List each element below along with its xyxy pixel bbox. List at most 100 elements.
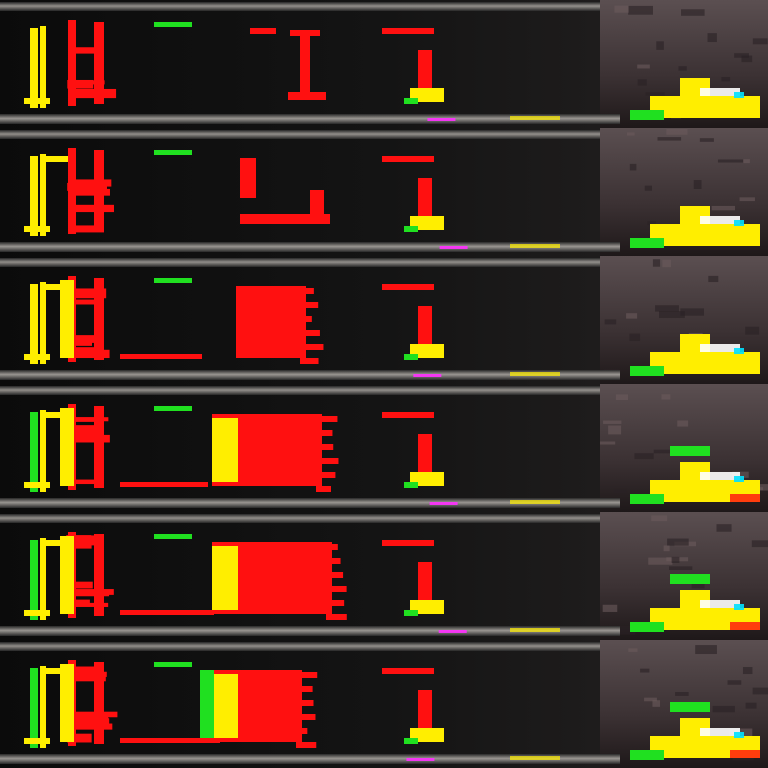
left-bar-foot bbox=[24, 610, 50, 616]
red-column-2 bbox=[94, 534, 104, 616]
red-stroke bbox=[72, 349, 110, 359]
panel-texture bbox=[652, 700, 661, 707]
right-red-cap bbox=[382, 412, 434, 418]
left-bar-2 bbox=[40, 282, 46, 364]
blob-main bbox=[650, 224, 760, 246]
blob-white bbox=[700, 344, 740, 352]
mid-red-fringe bbox=[296, 714, 316, 720]
frame-top-rail bbox=[0, 2, 600, 11]
panel-texture bbox=[648, 557, 673, 565]
panel-texture bbox=[634, 453, 654, 460]
panel-texture bbox=[741, 55, 753, 63]
mid-red-fringe bbox=[326, 600, 345, 606]
blob-red bbox=[730, 494, 760, 502]
red-stroke bbox=[69, 299, 97, 305]
rail-yellow-speck bbox=[510, 372, 560, 376]
panel-texture bbox=[608, 425, 622, 435]
blob-cyan bbox=[734, 604, 744, 610]
mid-red-fringe bbox=[300, 330, 320, 336]
frame-bottom-rail bbox=[0, 242, 620, 252]
left-bar-2 bbox=[40, 410, 46, 492]
red-stroke bbox=[69, 718, 110, 727]
red-column-2 bbox=[94, 150, 104, 232]
blob-green-top bbox=[670, 702, 710, 712]
mid-red-fringe bbox=[326, 544, 338, 550]
frame-top-rail bbox=[0, 386, 600, 395]
left-bar bbox=[30, 412, 38, 492]
mid-red-fringe bbox=[300, 344, 324, 350]
mid-red-fringe bbox=[316, 444, 334, 450]
blob-white bbox=[700, 600, 740, 608]
right-red-cap bbox=[382, 284, 434, 290]
panel-texture bbox=[732, 471, 749, 478]
panel-texture bbox=[655, 305, 679, 312]
panel-texture bbox=[678, 66, 687, 71]
mid-red-stem bbox=[310, 190, 324, 220]
mid-red-fringe bbox=[296, 728, 308, 734]
panel-texture bbox=[711, 205, 736, 211]
right-green-foot bbox=[404, 98, 418, 104]
red-column-2 bbox=[94, 662, 104, 744]
panel-texture bbox=[671, 556, 680, 563]
mid-red-fringe bbox=[296, 686, 313, 692]
mid-red-fringe bbox=[316, 430, 333, 436]
panel-texture bbox=[739, 197, 755, 202]
panel-texture bbox=[604, 319, 617, 325]
red-stroke bbox=[66, 733, 92, 743]
panel-texture bbox=[708, 275, 719, 283]
rail-yellow-speck bbox=[510, 244, 560, 248]
left-bar-2 bbox=[40, 666, 46, 748]
red-stroke bbox=[69, 47, 95, 54]
frame-bottom-rail bbox=[0, 754, 620, 764]
blob-green-top bbox=[670, 574, 710, 584]
panel-texture bbox=[707, 33, 717, 43]
red-column-2 bbox=[94, 22, 104, 104]
panel-texture bbox=[695, 645, 717, 655]
low-red-line bbox=[120, 610, 214, 615]
red-stroke bbox=[67, 182, 107, 191]
panel-texture bbox=[745, 326, 760, 335]
frame-top-rail bbox=[0, 258, 600, 267]
right-red-cap bbox=[382, 668, 434, 674]
mid-red-fringe bbox=[326, 572, 344, 578]
rail-yellow-speck bbox=[510, 628, 560, 632]
blob-green-left bbox=[630, 366, 664, 376]
frame-top-rail bbox=[0, 514, 600, 523]
mid-yellow-edge bbox=[212, 418, 238, 482]
mid-red-tick bbox=[250, 28, 276, 34]
mid-red-fringe bbox=[326, 614, 347, 620]
panel-texture bbox=[752, 687, 768, 695]
panel-texture bbox=[644, 185, 653, 191]
left-bar-cap bbox=[44, 668, 70, 674]
frame-bottom-rail bbox=[0, 114, 620, 124]
panel-texture bbox=[716, 524, 732, 532]
panel-texture bbox=[663, 545, 670, 552]
magenta-speck bbox=[429, 502, 458, 505]
panel-texture bbox=[637, 64, 650, 69]
red-stroke bbox=[66, 535, 92, 543]
red-stroke bbox=[67, 672, 106, 682]
left-bar bbox=[30, 540, 38, 620]
blob-main bbox=[650, 96, 760, 118]
panel-texture bbox=[680, 308, 705, 316]
panel-texture bbox=[661, 394, 671, 400]
right-yellow-foot bbox=[410, 472, 444, 486]
frame-bottom-rail bbox=[0, 370, 620, 380]
red-stroke bbox=[73, 288, 107, 299]
panel-texture bbox=[717, 159, 744, 163]
yellow-column bbox=[60, 664, 74, 742]
right-green-foot bbox=[404, 226, 418, 232]
right-green-foot bbox=[404, 482, 418, 488]
left-bar-foot bbox=[24, 482, 50, 488]
red-stroke bbox=[73, 204, 114, 213]
frame-top-rail bbox=[0, 642, 600, 651]
mid-red-fringe bbox=[300, 316, 312, 322]
mid-red-block bbox=[240, 158, 256, 198]
panel-texture bbox=[677, 420, 689, 427]
red-stroke bbox=[74, 225, 105, 233]
blob-white bbox=[700, 728, 740, 736]
panel-texture bbox=[602, 604, 618, 612]
blob-cyan bbox=[734, 732, 744, 738]
blob-green-left bbox=[630, 750, 664, 760]
